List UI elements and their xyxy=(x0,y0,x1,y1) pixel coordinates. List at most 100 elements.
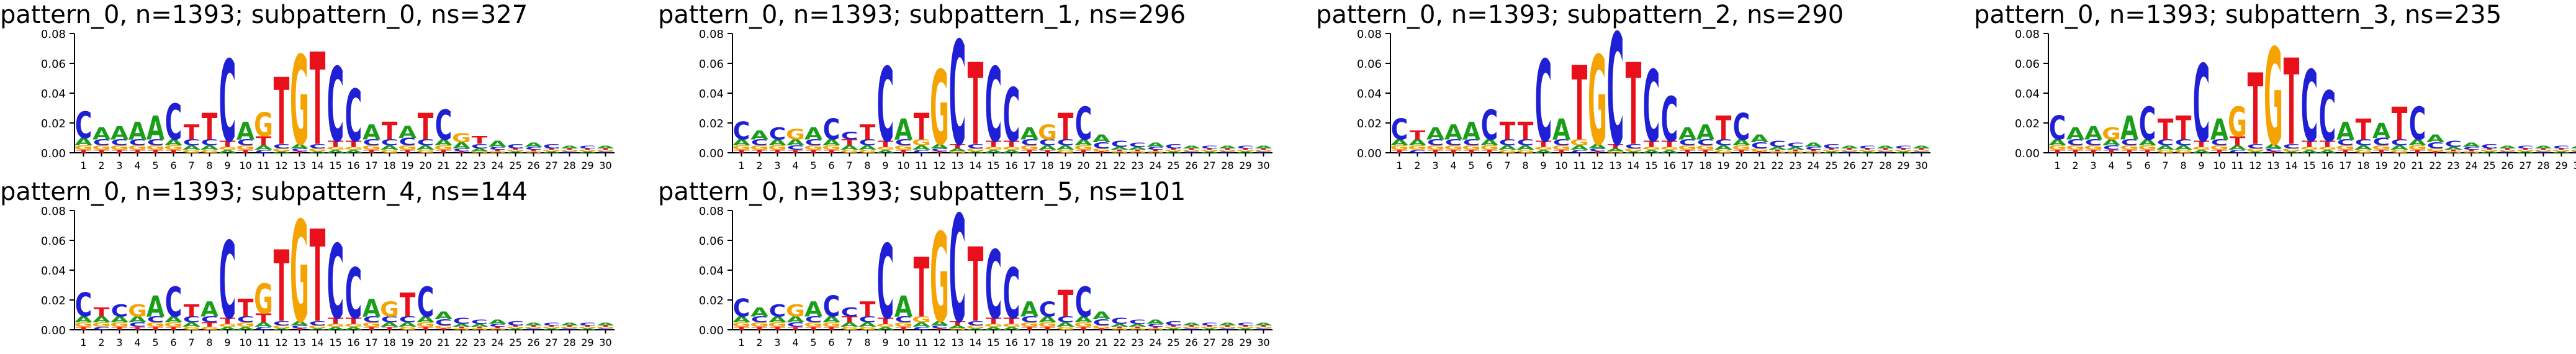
logo-letter-glyph: G xyxy=(1218,150,1237,152)
logo-letter-glyph: A xyxy=(930,320,949,327)
logo-letter-t: T xyxy=(1680,149,1696,154)
logo-letter-g: G xyxy=(1822,150,1841,152)
logo-letter-glyph: C xyxy=(1913,151,1930,153)
logo-letter-glyph: T xyxy=(2104,149,2120,154)
logo-letter-a: A xyxy=(1606,148,1624,153)
logo-letter-t: T xyxy=(1076,326,1092,331)
logo-letter-g: G xyxy=(768,145,787,152)
x-tick-label: 29 xyxy=(1897,160,1909,171)
logo-letter-glyph: G xyxy=(2228,98,2247,146)
logo-letter-c: C xyxy=(507,143,525,150)
x-tick-label: 8 xyxy=(206,160,212,171)
x-tick-label: 21 xyxy=(2411,160,2423,171)
logo-letter-glyph: T xyxy=(130,326,146,331)
logo-letter-c: C xyxy=(1607,1,1624,180)
x-tick-label: 15 xyxy=(2303,160,2315,171)
logo-letter-g: G xyxy=(786,301,805,320)
logo-letter-glyph: G xyxy=(1092,148,1111,153)
logo-letter-t: T xyxy=(1626,40,1642,170)
logo-letter-glyph: G xyxy=(344,323,363,328)
logo-letter-t: T xyxy=(2302,139,2318,148)
logo-letter-g: G xyxy=(1056,149,1075,154)
logo-letter-g: G xyxy=(1570,138,1589,147)
logo-letter-glyph: C xyxy=(471,319,489,325)
logo-letter-a: A xyxy=(1408,138,1426,147)
logo-letter-t: T xyxy=(950,143,966,150)
logo-letter-t: T xyxy=(860,298,876,322)
logo-letter-g: G xyxy=(1146,328,1165,330)
y-tick-label: 0.04 xyxy=(41,88,66,101)
logo-letter-a: A xyxy=(1660,149,1678,154)
y-tick-label: 0.08 xyxy=(2015,28,2040,41)
logo-letter-t: T xyxy=(2572,148,2576,150)
x-tick-label: 3 xyxy=(116,337,122,348)
logo-letter-g: G xyxy=(804,145,823,152)
logo-letter-c: C xyxy=(453,316,471,325)
x-tick-label: 17 xyxy=(2339,160,2351,171)
logo-letter-t: T xyxy=(2248,54,2264,168)
logo-letter-glyph: A xyxy=(894,290,912,324)
x-tick-label: 17 xyxy=(1681,160,1693,171)
logo-letter-glyph: C xyxy=(1841,151,1858,153)
logo-letter-glyph: T xyxy=(1022,149,1038,154)
x-tick-label: 14 xyxy=(1627,160,1639,171)
logo-letter-c: C xyxy=(1805,146,1822,151)
logo-letter-glyph: T xyxy=(1112,327,1128,329)
logo-letter-t: T xyxy=(2428,151,2444,153)
logo-letter-glyph: T xyxy=(436,149,452,154)
logo-letter-glyph: T xyxy=(950,320,966,327)
logo-letter-t: T xyxy=(968,40,984,170)
logo-letter-glyph: C xyxy=(345,254,363,335)
logo-letter-glyph: C xyxy=(2481,143,2498,150)
logo-letter-c: C xyxy=(381,138,399,147)
logo-letter-glyph: A xyxy=(2174,145,2193,152)
logo-letter-a: A xyxy=(164,315,182,324)
logo-letter-a: A xyxy=(1200,328,1219,330)
logo-letter-a: A xyxy=(561,145,579,150)
logo-letter-glyph: C xyxy=(93,138,110,147)
logo-letter-c: C xyxy=(2391,138,2408,147)
logo-letter-a: A xyxy=(128,117,146,146)
logo-letter-glyph: A xyxy=(164,315,182,324)
logo-letter-glyph: C xyxy=(1517,138,1534,147)
logo-letter-glyph: G xyxy=(804,145,823,152)
logo-letter-a: A xyxy=(1128,146,1146,151)
logo-letter-glyph: A xyxy=(1218,145,1236,150)
logo-letter-a: A xyxy=(2480,151,2499,153)
logo-letter-t: T xyxy=(400,149,416,154)
logo-letter-glyph: T xyxy=(1256,148,1272,150)
logo-letter-glyph: C xyxy=(2265,148,2282,153)
logo-letter-g: G xyxy=(768,322,787,329)
logo-letter-glyph: G xyxy=(2300,146,2319,151)
logo-letter-glyph: T xyxy=(1004,139,1020,148)
logo-letter-c: C xyxy=(165,278,182,326)
logo-letter-c: C xyxy=(2157,138,2174,147)
logo-letter-glyph: A xyxy=(840,145,859,152)
logo-letter-glyph: T xyxy=(220,316,236,325)
logo-letter-glyph: T xyxy=(2068,149,2084,154)
logo-letter-glyph: T xyxy=(788,326,804,331)
logo-letter-glyph: A xyxy=(363,121,381,145)
logo-letter-t: T xyxy=(806,149,822,154)
logo-letter-c: C xyxy=(2193,43,2210,166)
logo-letter-glyph: G xyxy=(1498,149,1517,154)
logo-letter-glyph: T xyxy=(112,149,128,154)
logo-letter-a: A xyxy=(1624,151,1643,153)
logo-letter-glyph: G xyxy=(398,145,417,152)
logo-letter-a: A xyxy=(1516,145,1535,152)
logo-letter-t: T xyxy=(824,149,840,154)
logo-letter-g: G xyxy=(398,326,417,331)
logo-letter-glyph: T xyxy=(2410,149,2426,154)
logo-letter-glyph: T xyxy=(2464,150,2480,152)
logo-letter-glyph: A xyxy=(2444,146,2462,151)
logo-letter-glyph: T xyxy=(454,327,471,329)
logo-letter-g: G xyxy=(218,323,237,328)
logo-letter-glyph: A xyxy=(92,315,110,324)
logo-letter-glyph: C xyxy=(273,320,290,327)
logo-letter-glyph: A xyxy=(1182,145,1200,150)
logo-letter-glyph: C xyxy=(931,148,948,153)
logo-letter-glyph: G xyxy=(984,323,1003,328)
logo-letter-glyph: G xyxy=(2570,150,2576,152)
logo-letter-glyph: A xyxy=(1444,121,1463,145)
logo-letter-glyph: C xyxy=(75,286,92,324)
